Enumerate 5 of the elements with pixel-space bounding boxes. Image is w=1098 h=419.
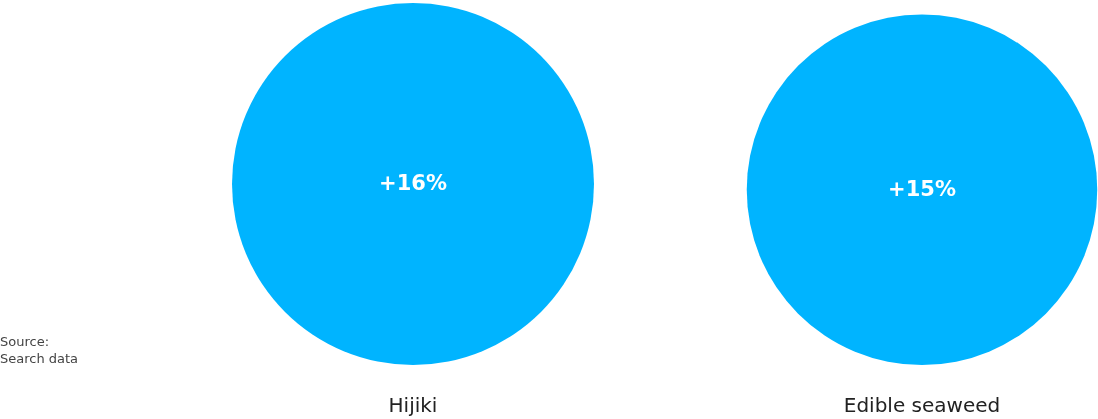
- source-note: Source: Search data: [0, 334, 79, 366]
- category-label: Hijiki: [388, 393, 438, 417]
- data-label: +16%: [379, 171, 447, 195]
- data-label: +15%: [888, 176, 956, 201]
- category-label: Edible seaweed: [843, 393, 1001, 417]
